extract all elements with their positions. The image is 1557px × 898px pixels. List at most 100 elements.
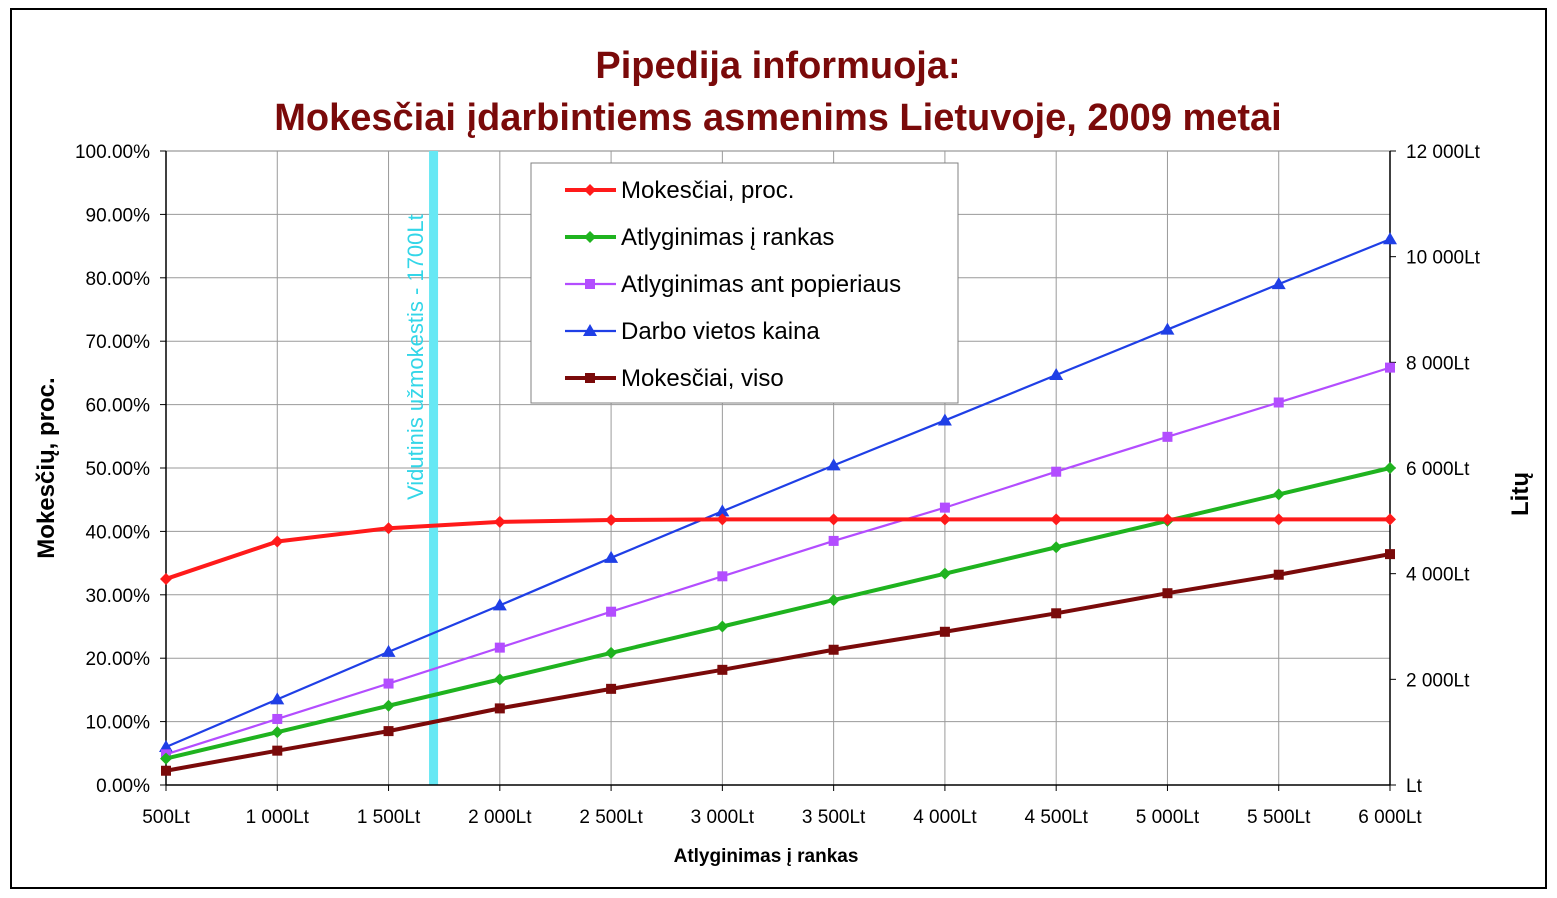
y-left-tick-label: 10.00% [86, 713, 151, 734]
data-point [270, 692, 285, 705]
series-1 [160, 462, 1396, 765]
data-point [938, 567, 951, 580]
x-axis-title: Atlyginimas į rankas [674, 846, 859, 867]
data-point [826, 458, 841, 471]
y-right-tick-label: 2 000Lt [1406, 670, 1470, 691]
legend-swatch-marker [585, 279, 595, 289]
data-point [493, 673, 506, 686]
series-line [165, 552, 1391, 773]
axes: 0.00% 10.00% 20.00% 30.00% 40.00% 50.00% 60.00… [75, 142, 1481, 828]
data-point [1385, 549, 1395, 560]
data-point [494, 703, 505, 714]
data-point [1384, 462, 1396, 474]
y-left-tick-label: 20.00% [86, 649, 151, 670]
data-point [271, 726, 284, 739]
data-point [493, 515, 506, 528]
y-right-tick-label: 4 000Lt [1406, 565, 1470, 586]
data-point [1272, 488, 1285, 501]
series-line [165, 517, 1390, 581]
data-point [1273, 569, 1284, 580]
data-point [717, 571, 728, 582]
data-point [1161, 513, 1174, 526]
average-salary-band [429, 151, 439, 785]
y-left-tick-label: 0.00% [96, 776, 150, 797]
data-point [606, 606, 617, 617]
legend-label: Atlyginimas ant popieriaus [621, 271, 901, 298]
data-point [1051, 608, 1062, 619]
data-point [1385, 362, 1395, 373]
series-line [165, 366, 1391, 756]
legend-swatch-marker [585, 373, 595, 383]
series-4 [161, 549, 1395, 776]
data-point [1050, 541, 1063, 554]
legend-label: Atlyginimas į rankas [621, 224, 834, 251]
x-tick-label: 500Lt [142, 807, 190, 828]
chart-title-line1: Pipedija informuoja: [595, 45, 960, 87]
chart-title-line2: Mokesčiai įdarbintiems asmenims Lietuvoj… [274, 97, 1281, 139]
legend-swatch-marker [583, 324, 597, 336]
data-point [827, 513, 840, 526]
data-point [160, 752, 172, 765]
y-left-tick-label: 80.00% [86, 269, 151, 290]
x-tick-label: 1 500Lt [357, 807, 421, 828]
data-point [716, 513, 729, 526]
data-point [1160, 322, 1175, 335]
x-tick-label: 2 000Lt [468, 807, 532, 828]
data-point [272, 713, 283, 724]
x-tick-label: 3 500Lt [802, 807, 866, 828]
data-point [715, 504, 730, 517]
data-point [1049, 368, 1064, 381]
data-point [1271, 277, 1286, 290]
x-tick-label: 5 500Lt [1247, 807, 1311, 828]
y-left-tick-label: 100.00% [75, 142, 150, 163]
y-left-tick-label: 70.00% [86, 332, 151, 353]
data-point [383, 726, 394, 737]
y-left-tick-label: 50.00% [86, 459, 151, 480]
data-point [1162, 588, 1173, 599]
data-point [1384, 513, 1396, 526]
x-tick-label: 3 000Lt [691, 807, 755, 828]
legend: Mokesčiai, proc. Atlyginimas į rankas Atly… [530, 162, 959, 404]
data-point [382, 699, 395, 712]
data-point [1162, 431, 1173, 442]
y-right-tick-label: 8 000Lt [1406, 353, 1470, 374]
x-tick-label: 5 000Lt [1136, 807, 1200, 828]
x-tick-label: 6 000Lt [1358, 807, 1422, 828]
data-point [716, 620, 729, 633]
data-point [272, 745, 283, 756]
y-left-tick-label: 40.00% [86, 522, 151, 543]
chart-frame [10, 8, 1547, 889]
data-point [1273, 397, 1284, 408]
series-3 [159, 232, 1397, 752]
y-left-tick-label: 30.00% [86, 586, 151, 607]
legend-label: Mokesčiai, proc. [621, 177, 794, 204]
legend-swatch-marker [584, 231, 596, 243]
data-point [160, 572, 172, 585]
data-point [938, 513, 951, 526]
data-point [604, 550, 619, 563]
y-right-tick-label: Lt [1406, 776, 1423, 797]
data-point [494, 642, 505, 653]
data-point [271, 535, 284, 548]
legend-label: Darbo vietos kaina [621, 318, 820, 345]
data-point [382, 522, 395, 535]
data-point [939, 502, 950, 513]
data-point [1272, 513, 1285, 526]
x-tick-label: 1 000Lt [246, 807, 310, 828]
data-point [1383, 232, 1397, 245]
data-point [1050, 513, 1063, 526]
data-point [383, 678, 394, 689]
data-point [161, 765, 171, 776]
data-point [1051, 466, 1062, 477]
legend-label: Mokesčiai, viso [621, 365, 784, 392]
series-line [165, 466, 1391, 761]
data-point [381, 644, 396, 657]
x-tick-label: 4 000Lt [913, 807, 977, 828]
series-line [165, 238, 1391, 748]
x-tick-label: 2 500Lt [579, 807, 643, 828]
series-0 [160, 513, 1396, 585]
data-point [828, 535, 839, 546]
data-point [605, 646, 618, 659]
legend-swatch-marker [584, 184, 596, 196]
